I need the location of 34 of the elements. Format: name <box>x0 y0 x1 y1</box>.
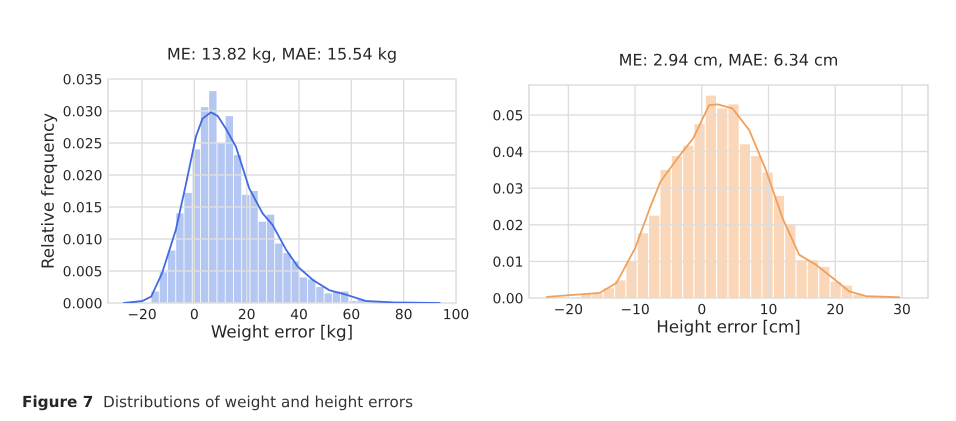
chart-title: ME: 13.82 kg, MAE: 15.54 kg <box>168 47 396 63</box>
y-tick-label: 0.010 <box>64 234 102 244</box>
y-tick-label: 0.04 <box>493 146 523 158</box>
text: Distributions of weight and height errors <box>104 396 412 410</box>
x-axis-title: Height error [cm] <box>658 320 800 336</box>
y-tick-label: 0.000 <box>64 298 102 308</box>
y-tick-label: 0.01 <box>493 256 522 267</box>
x-tick-label: 100 <box>444 308 468 320</box>
y-tick-label: 0.025 <box>64 138 102 148</box>
y-tick-label: 0.005 <box>64 266 102 276</box>
y-tick-label: 0.00 <box>493 292 523 304</box>
x-tick-label: −20 <box>555 304 582 314</box>
x-tick-label: 40 <box>290 308 307 320</box>
x-tick-label: −10 <box>622 304 649 314</box>
y-tick-label: 0.020 <box>64 170 102 180</box>
x-tick-label: 20 <box>238 308 255 320</box>
x-tick-label: 20 <box>827 304 844 314</box>
y-tick-label: 0.015 <box>64 202 102 212</box>
x-tick-label: 30 <box>894 304 910 314</box>
x-tick-label: 10 <box>761 304 776 314</box>
x-tick-label: 80 <box>396 308 412 320</box>
y-tick-label: 0.035 <box>64 74 102 84</box>
x-tick-label: 0 <box>698 304 706 314</box>
x-tick-label: 0 <box>190 308 198 320</box>
x-axis-title: Weight error [kg] <box>211 324 352 341</box>
chart-title: ME: 2.94 cm, MAE: 6.34 cm <box>620 54 837 68</box>
y-tick-label: 0.03 <box>493 183 522 194</box>
x-tick-label: 60 <box>343 308 360 320</box>
x-tick-label: −20 <box>128 308 156 320</box>
caption: Figure 7 <box>23 395 92 410</box>
y-tick-label: 0.02 <box>493 220 522 230</box>
y-tick-label: 0.05 <box>493 110 522 120</box>
y-axis-title: Relative frequency <box>40 113 58 268</box>
y-tick-label: 0.030 <box>64 106 102 116</box>
